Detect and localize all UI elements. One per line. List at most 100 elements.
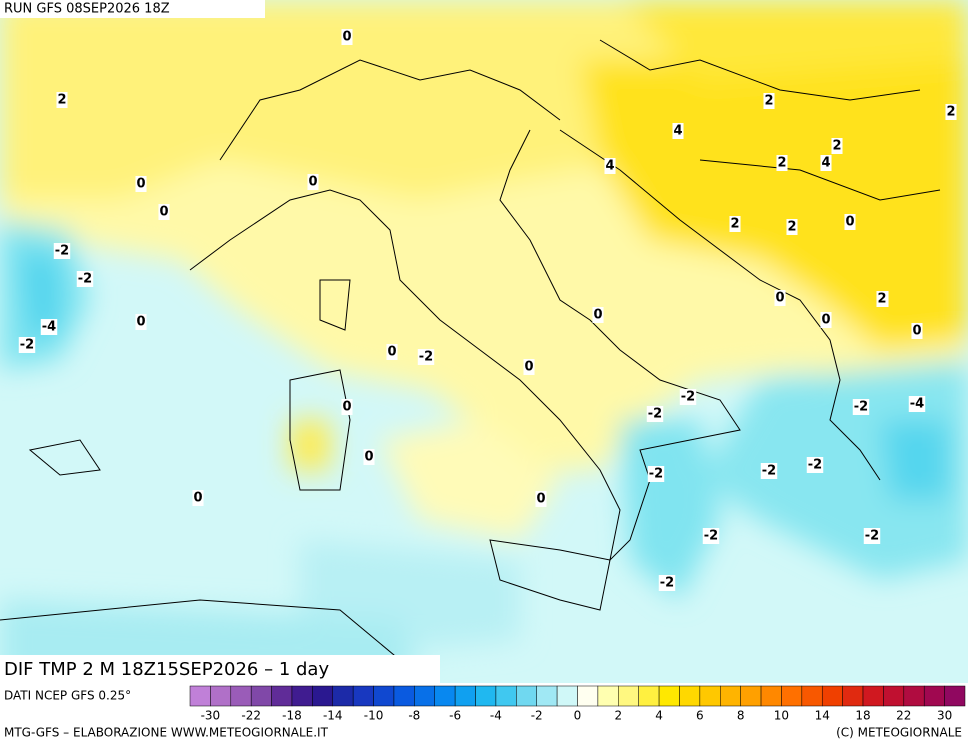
contour-label: -2	[865, 529, 879, 544]
contour-label-bg	[646, 406, 664, 422]
contour-label: 0	[387, 345, 396, 360]
colorbar-swatch	[250, 685, 272, 707]
colorbar-swatch	[373, 685, 395, 707]
title-box	[0, 655, 440, 683]
colorbar-swatch	[944, 685, 966, 707]
contour-label: 0	[536, 492, 545, 507]
colorbar-swatch	[230, 685, 252, 707]
contour-label: -2	[419, 350, 433, 365]
contour-label-bg	[192, 490, 204, 506]
colorbar-tick-label: 14	[815, 709, 830, 723]
contour-label: 0	[159, 205, 168, 220]
colorbar-tick-label: -18	[282, 709, 302, 723]
contour-label-bg	[776, 155, 788, 171]
colorbar-swatch	[516, 685, 537, 707]
contour-label-bg	[945, 104, 957, 120]
contour-label-bg	[647, 466, 665, 482]
colorbar-tick-label: 0	[574, 709, 582, 723]
colorbar-swatch	[618, 685, 639, 707]
map-title: DIF TMP 2 M 18Z15SEP2026 – 1 day	[4, 659, 329, 680]
contour-label-bg	[911, 323, 923, 339]
colorbar-tick-label: 4	[655, 709, 663, 723]
colorbar-swatch	[556, 685, 578, 707]
colorbar-tick-label: 18	[855, 709, 870, 723]
contour-label: -2	[704, 529, 718, 544]
colorbar-swatch	[536, 685, 558, 707]
colorbar-swatch	[210, 685, 232, 707]
header-box	[0, 0, 265, 18]
source-label: DATI NCEP GFS 0.25°	[4, 689, 131, 703]
contour-label: -2	[808, 458, 822, 473]
colorbar-swatch	[883, 685, 905, 707]
contour-label: -2	[649, 467, 663, 482]
contour-label: 0	[912, 324, 921, 339]
colorbar-swatch	[414, 685, 435, 707]
contour-label-bg	[863, 528, 881, 544]
colorbar-swatch	[862, 685, 884, 707]
coastlines	[0, 39, 941, 661]
colorbar-swatch	[454, 685, 476, 707]
contour-label-bg	[18, 337, 36, 353]
contour-label: -2	[648, 407, 662, 422]
colorbar-swatch	[842, 685, 864, 707]
contour-label: 0	[821, 313, 830, 328]
colorbar-swatch	[781, 685, 803, 707]
contour-label: 0	[775, 291, 784, 306]
contour-label-bg	[786, 219, 798, 235]
contour-label-bg	[53, 243, 71, 259]
contour-label-bg	[523, 359, 535, 375]
colorbar-tick-label: -4	[490, 709, 502, 723]
contour-labels: 0200242422422-2-20-4-2000020000-20-2-2-2…	[18, 29, 957, 591]
contour-label: 4	[821, 156, 830, 171]
contour-label-bg	[876, 291, 888, 307]
contour-label-bg	[831, 138, 843, 154]
contour-label: -2	[660, 576, 674, 591]
colorbar-tick-label: -22	[241, 709, 261, 723]
colorbar-swatch	[821, 685, 843, 707]
colorbar-swatch	[291, 685, 313, 707]
contour-label: 2	[57, 93, 66, 108]
colorbar-swatch	[332, 685, 354, 707]
contour-label-bg	[679, 389, 697, 405]
contour-label: 4	[673, 124, 682, 139]
contour-label: 2	[877, 292, 886, 307]
colorbar-swatch	[699, 685, 721, 707]
contour-label-bg	[672, 123, 684, 139]
contour-label-bg	[852, 399, 870, 415]
contour-label-bg	[844, 214, 856, 230]
contour-label: 2	[777, 156, 786, 171]
contour-label-bg	[702, 528, 720, 544]
colorbar-swatch	[679, 685, 701, 707]
colorbar-swatch	[393, 685, 415, 707]
colorbar-swatch	[903, 685, 925, 707]
contour-label-bg	[56, 92, 68, 108]
contour-label-bg	[135, 176, 147, 192]
contour-label-bg	[774, 290, 786, 306]
colorbar-swatch	[760, 685, 782, 707]
contour-label-bg	[806, 457, 824, 473]
contour-label: 0	[136, 177, 145, 192]
colorbar-swatch	[658, 685, 680, 707]
colorbar-swatch	[801, 685, 823, 707]
colorbar-swatch	[495, 685, 517, 707]
contour-label: -4	[42, 320, 56, 335]
colorbar-tick-label: -14	[323, 709, 343, 723]
contour-label-bg	[76, 271, 94, 287]
colorbar-tick-label: -10	[364, 709, 384, 723]
contour-label: -2	[20, 338, 34, 353]
colorbar-tick-label: -8	[408, 709, 420, 723]
contour-label-bg	[341, 399, 353, 415]
colorbar-swatch	[434, 685, 456, 707]
contour-label: -2	[681, 390, 695, 405]
contour-label-bg	[604, 158, 616, 174]
colorbar-tick-label: 6	[696, 709, 704, 723]
colorbar-swatch	[597, 685, 619, 707]
temperature-field	[0, 0, 968, 683]
colorbar-tick-label: -6	[449, 709, 461, 723]
colorbar-swatch	[923, 685, 945, 707]
footer-right: (C) METEOGIORNALE	[836, 726, 962, 740]
colorbar-tick-label: 10	[774, 709, 789, 723]
colorbar-swatch	[577, 685, 599, 707]
contour-label: 0	[593, 308, 602, 323]
